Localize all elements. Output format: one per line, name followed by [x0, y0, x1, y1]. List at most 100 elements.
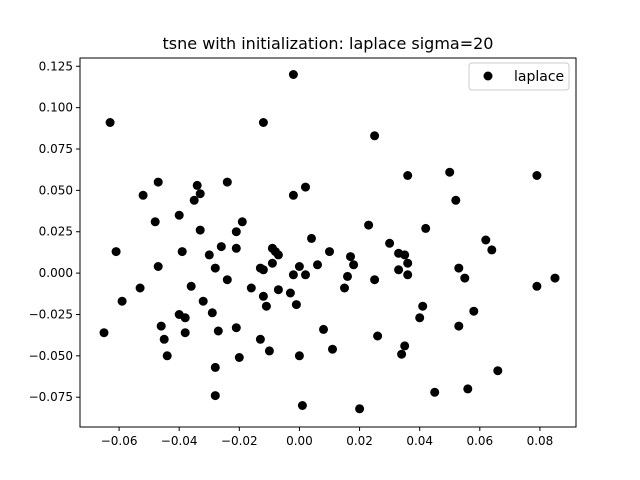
legend-label: laplace [514, 69, 564, 85]
x-tick-label: 0.08 [527, 434, 554, 448]
data-point [493, 366, 503, 376]
data-point [273, 250, 283, 260]
data-point [156, 321, 166, 331]
data-point [174, 210, 184, 220]
data-point [291, 300, 301, 310]
data-point [319, 324, 328, 334]
data-point [400, 341, 410, 351]
x-tick-label: −0.06 [101, 434, 138, 448]
y-tick-label: −0.025 [29, 307, 73, 321]
data-point [180, 313, 190, 323]
data-point [403, 171, 413, 180]
data-point [400, 250, 410, 260]
data-point [222, 275, 232, 285]
data-point [207, 308, 217, 318]
data-point [370, 275, 380, 285]
data-point [294, 351, 304, 361]
data-point [288, 270, 298, 280]
data-point [288, 70, 298, 79]
data-point [454, 263, 464, 273]
y-tick-label: 0.025 [39, 225, 73, 239]
data-point [210, 263, 220, 273]
y-tick-label: 0.125 [39, 59, 73, 73]
x-tick-label: −0.04 [161, 434, 198, 448]
data-point [159, 334, 169, 344]
data-point [117, 296, 127, 306]
data-point [346, 252, 355, 262]
data-point [469, 306, 479, 316]
x-tick-label: −0.02 [221, 434, 258, 448]
data-point [111, 247, 121, 257]
x-tick-label: 0.06 [466, 434, 493, 448]
legend: laplace [468, 62, 570, 91]
data-point [258, 265, 268, 275]
y-axis: −0.075 −0.050 −0.025 0.000 0.025 0.050 0.075 0.… [29, 59, 80, 404]
y-tick-label: −0.050 [29, 349, 73, 363]
chart-title: tsne with initialization: laplace sigma=… [163, 34, 494, 53]
data-point [294, 262, 304, 271]
data-point [297, 401, 307, 410]
data-point [186, 281, 196, 291]
x-axis: −0.06 −0.04 −0.02 0.00 0.02 0.04 0.06 0.08 [101, 427, 554, 448]
data-point [355, 404, 365, 414]
data-point [150, 217, 160, 227]
legend-box [468, 62, 570, 91]
data-point [267, 258, 277, 268]
data-point [343, 271, 352, 281]
data-point [237, 217, 247, 227]
data-point [258, 291, 268, 301]
data-point [138, 190, 148, 200]
data-point [550, 273, 560, 283]
data-point [231, 227, 241, 237]
data-point [180, 328, 190, 338]
y-tick-label: 0.050 [39, 183, 73, 197]
data-point [192, 180, 202, 190]
y-tick-label: 0.075 [39, 142, 73, 156]
x-tick-label: 0.04 [406, 434, 433, 448]
data-point [99, 328, 109, 338]
data-point [532, 171, 542, 180]
y-tick-label: −0.075 [29, 390, 73, 404]
data-point [394, 265, 404, 275]
data-point [273, 285, 283, 295]
data-point [261, 301, 271, 311]
data-point [463, 384, 473, 394]
data-point [285, 288, 295, 298]
data-point [340, 283, 349, 293]
y-tick-label: 0.100 [39, 101, 73, 115]
data-point [385, 238, 395, 248]
data-point [397, 349, 407, 359]
data-point [415, 313, 425, 323]
data-point [234, 353, 244, 362]
data-point [288, 190, 298, 200]
data-point [532, 281, 542, 291]
data-point [370, 131, 380, 141]
data-point [189, 195, 199, 205]
data-point [403, 258, 413, 268]
data-point [177, 247, 187, 257]
data-point [255, 334, 265, 344]
data-point [325, 247, 334, 257]
x-tick-label: 0.00 [286, 434, 313, 448]
plot-area [99, 70, 560, 414]
data-point [430, 387, 440, 397]
data-point [231, 323, 241, 333]
data-point [213, 326, 223, 336]
data-point [301, 270, 310, 280]
data-point [460, 273, 470, 283]
data-point [418, 301, 428, 311]
data-point [216, 242, 226, 252]
data-point [301, 182, 310, 192]
data-point [222, 177, 232, 187]
data-point [349, 260, 359, 270]
data-point [481, 235, 491, 245]
data-point [487, 245, 497, 255]
data-point [258, 118, 268, 127]
data-point [231, 243, 241, 253]
data-point [451, 195, 461, 205]
data-point [421, 223, 431, 233]
data-point [403, 270, 413, 280]
data-point [153, 262, 163, 271]
data-point [373, 331, 383, 341]
